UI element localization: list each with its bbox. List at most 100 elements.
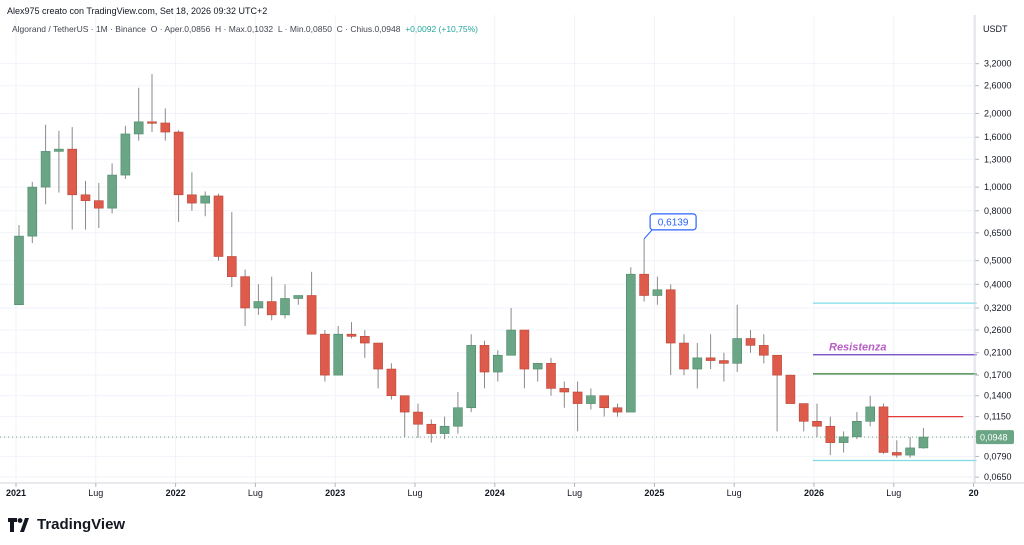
candle-body [306,295,317,335]
candle-body [719,360,729,364]
time-axis[interactable]: 2021 Lug 2022 Lug 2023 Lug 2024 Lug 2025 Lug 2026 L… [0,482,1024,498]
candle-body [546,363,556,389]
candle-body [213,195,224,257]
high-value: H · Max.0,1032 [215,24,274,34]
candle-body [665,289,676,344]
low-value: L · Min.0,0850 [277,24,332,34]
candle-body [386,368,397,397]
candle-body [173,131,184,196]
candle [413,403,423,438]
candle [120,125,131,179]
price-tick-label: 0,1400 [984,391,1012,401]
candle-body [772,354,782,376]
candle-body [639,273,649,296]
price-tick-label: 0,1150 [984,412,1011,422]
candle-body [758,345,769,356]
candle-body [812,421,822,427]
candle [492,350,503,382]
candle [838,431,849,453]
candle-body [333,333,344,376]
candle-body [865,406,876,422]
candle [758,334,769,364]
candle [253,284,264,315]
time-tick-label: 2025 [644,488,664,498]
candle-body [320,333,330,376]
candle-body [492,354,503,373]
candle [187,172,197,211]
candle [745,330,756,353]
candle [865,395,876,427]
candle-body [572,391,583,404]
candle [719,352,729,382]
tradingview-logo: TradingView [8,516,125,533]
candle-body [825,425,836,443]
current-price-label: 0,0948 [980,433,1008,443]
candle-body [439,425,450,434]
candle-body [838,436,849,443]
price-tick-label: 2,6000 [984,81,1012,91]
candle-body [399,395,410,413]
candle-body [705,357,716,361]
candle-body [253,301,264,309]
candle [479,340,490,389]
candle [453,391,463,434]
candle [107,163,117,214]
candle-body [200,195,210,204]
candle-body [373,342,383,370]
candle [333,326,344,376]
price-axis[interactable]: 0,06500,07900,09500,11500,14000,17000,21… [974,15,1012,483]
candle-body [506,329,516,356]
candle-body [133,121,144,135]
candle [665,284,676,376]
time-tick-label: 2024 [485,488,505,498]
time-tick-label: Lug [727,488,742,498]
candle [359,330,370,358]
candle [772,354,782,432]
candle [426,419,437,443]
level-label: Resistenza [829,342,886,354]
candle [625,267,636,413]
candle-body [652,289,663,296]
candle [532,363,543,382]
candle-body [692,357,703,370]
candle [439,416,450,440]
candle [466,334,477,413]
time-tick-label: Lug [886,488,901,498]
time-tick-label: 2021 [6,488,26,498]
candle [160,108,171,141]
change-value: +0,0092 (+10,75%) [405,24,478,34]
price-tick-label: 1,6000 [984,132,1012,142]
price-tick-label: 0,6500 [984,228,1012,238]
candle-body [240,276,250,309]
time-tick-label: Lug [88,488,103,498]
candle [705,334,716,370]
candle [612,403,623,417]
candle [918,428,929,449]
chart-header: Alex975 creato con TradingView.com, Set … [7,6,268,16]
candle [320,330,330,382]
candle-body [40,151,51,188]
candle [506,307,516,356]
candle [80,180,91,230]
ohlc-legend: Algorand / TetherUS · 1M · Binance O · A… [12,24,478,34]
price-tick-label: 0,3200 [984,303,1012,313]
candle [652,276,663,305]
candle-body [27,186,38,237]
candles [14,74,929,458]
candle-body [479,345,490,373]
candle-body [67,148,77,196]
candle-body [852,421,862,438]
candle-body [120,133,131,176]
candle [227,212,237,288]
candle [891,440,902,458]
tradingview-logo-icon [8,517,29,532]
candle [386,363,397,400]
candle-body [599,395,610,409]
candle [692,343,703,389]
price-tick-label: 2,0000 [984,109,1012,119]
candle-body [280,298,290,316]
candle-body [785,374,796,404]
candle-body [80,194,91,201]
currency-label: USDT [983,24,1008,34]
